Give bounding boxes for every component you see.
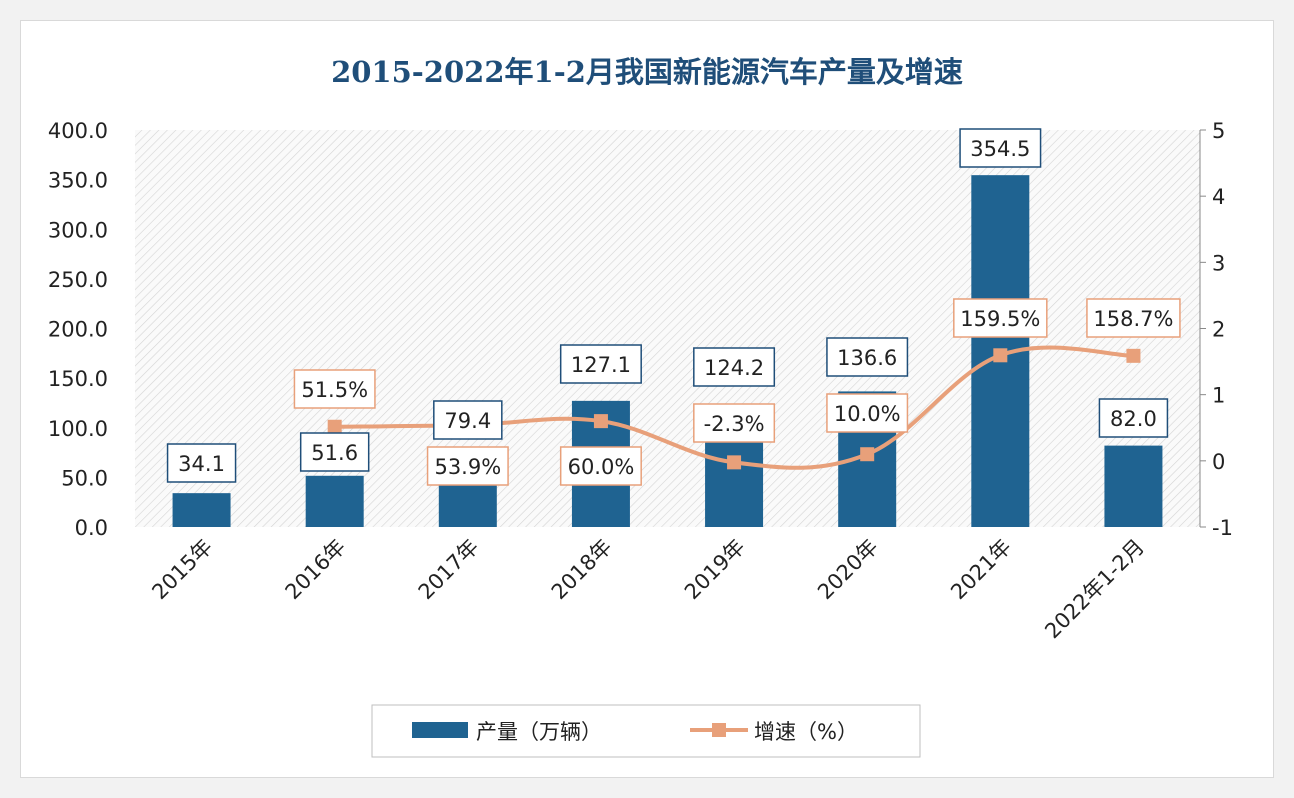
growth-data-label: 51.5% xyxy=(301,378,368,402)
bar xyxy=(1104,445,1163,527)
bar-data-label: 34.1 xyxy=(178,452,225,476)
bar-data-label-box xyxy=(299,432,370,472)
legend-bar-label: 产量（万辆） xyxy=(476,720,602,744)
y-left-tick-label: 0.0 xyxy=(75,516,108,540)
growth-marker xyxy=(1126,348,1141,363)
growth-data-label: 159.5% xyxy=(960,307,1040,331)
bar-data-label-box xyxy=(559,344,642,384)
bar-data-label: 51.6 xyxy=(311,441,358,465)
x-tick-label: 2020年 xyxy=(813,535,883,605)
legend-line-label: 增速（%） xyxy=(754,720,858,744)
growth-data-label-box xyxy=(293,369,376,409)
bar-data-label: 127.1 xyxy=(571,353,631,377)
y-left-tick-label: 200.0 xyxy=(48,318,108,342)
x-tick-label: 2021年 xyxy=(946,535,1016,605)
y-right-tick-label: 4 xyxy=(1212,185,1225,209)
bar-data-label-box xyxy=(959,128,1042,168)
y-right-tick-label: 2 xyxy=(1212,318,1225,342)
growth-data-label: 53.9% xyxy=(434,455,501,479)
y-right-tick-label: 3 xyxy=(1212,251,1225,275)
growth-marker xyxy=(993,348,1008,363)
bar-data-label-box xyxy=(693,347,776,387)
bar xyxy=(172,493,231,527)
bar-data-label-box xyxy=(826,337,909,377)
y-left-tick-label: 150.0 xyxy=(48,367,108,391)
x-tick-label: 2016年 xyxy=(281,535,351,605)
growth-marker xyxy=(727,455,742,470)
y-left-tick-label: 100.0 xyxy=(48,417,108,441)
y-right-tick-label: 1 xyxy=(1212,384,1225,408)
x-tick-label: 2017年 xyxy=(414,535,484,605)
bar-data-label: 79.4 xyxy=(444,409,491,433)
growth-data-label: 60.0% xyxy=(568,455,635,479)
y-left-tick-label: 50.0 xyxy=(61,466,108,490)
growth-data-label-box xyxy=(559,446,642,486)
bar-data-label: 82.0 xyxy=(1110,407,1157,431)
growth-data-label-box xyxy=(826,393,909,433)
bar-data-label-box xyxy=(1098,398,1169,438)
growth-data-label-box xyxy=(1086,298,1181,338)
y-left-tick-label: 350.0 xyxy=(48,169,108,193)
y-right-tick-label: 5 xyxy=(1212,119,1225,143)
bar-data-label: 124.2 xyxy=(704,356,764,380)
growth-data-label-box xyxy=(426,446,509,486)
growth-marker xyxy=(593,414,608,429)
bar-data-label: 354.5 xyxy=(970,137,1030,161)
bar-data-label: 136.6 xyxy=(837,346,897,370)
legend-bar-swatch xyxy=(412,722,468,738)
growth-data-label: 10.0% xyxy=(834,402,901,426)
growth-marker xyxy=(860,447,875,462)
bar-data-label-box xyxy=(433,400,503,440)
x-tick-label: 2019年 xyxy=(680,535,750,605)
growth-marker xyxy=(327,419,342,434)
y-right-tick-label: 0 xyxy=(1212,450,1225,474)
legend: 产量（万辆） 增速（%） xyxy=(371,704,921,758)
growth-data-label-box xyxy=(693,403,776,443)
chart-title: 2015-2022年1-2月我国新能源汽车产量及增速 xyxy=(331,55,963,89)
y-left-tick-label: 250.0 xyxy=(48,268,108,292)
bar xyxy=(305,475,364,527)
y-left-tick-label: 400.0 xyxy=(48,119,108,143)
x-tick-label: 2022年1-2月 xyxy=(1040,535,1149,644)
growth-data-label: -2.3% xyxy=(704,412,765,436)
legend-line-marker xyxy=(712,723,726,737)
y-left-tick-label: 300.0 xyxy=(48,218,108,242)
growth-data-label-box xyxy=(953,298,1048,338)
bar-data-label-box xyxy=(166,443,237,483)
x-tick-label: 2015年 xyxy=(147,535,217,605)
x-tick-label: 2018年 xyxy=(547,535,617,605)
growth-data-label: 158.7% xyxy=(1093,307,1173,331)
y-right-tick-label: -1 xyxy=(1212,516,1233,540)
